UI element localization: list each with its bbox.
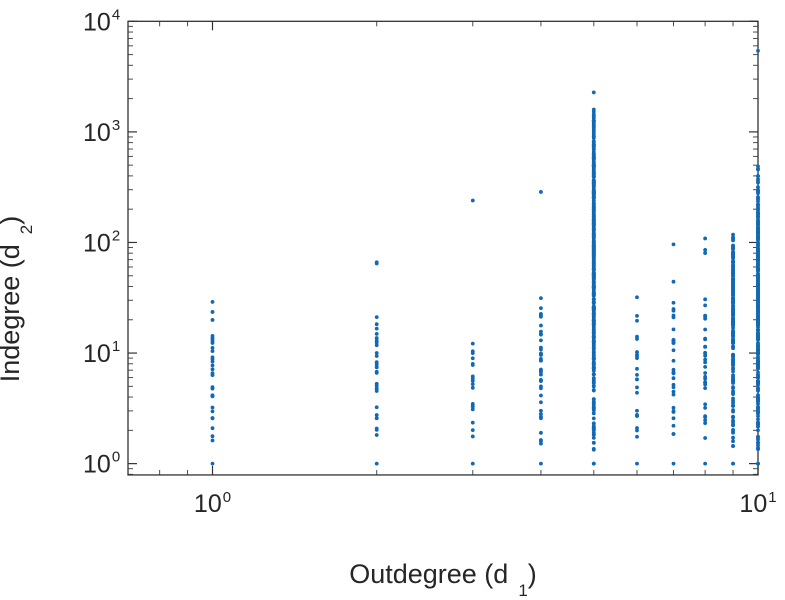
svg-text:Outdegree (d1): Outdegree (d1) xyxy=(349,559,537,600)
svg-text:101: 101 xyxy=(739,489,776,518)
svg-text:103: 103 xyxy=(83,117,120,147)
svg-text:102: 102 xyxy=(83,228,120,258)
svg-text:100: 100 xyxy=(83,449,120,479)
svg-text:100: 100 xyxy=(194,489,231,518)
svg-text:101: 101 xyxy=(83,338,120,368)
svg-text:Indegree (d2): Indegree (d2) xyxy=(0,216,36,383)
svg-text:104: 104 xyxy=(83,6,120,36)
